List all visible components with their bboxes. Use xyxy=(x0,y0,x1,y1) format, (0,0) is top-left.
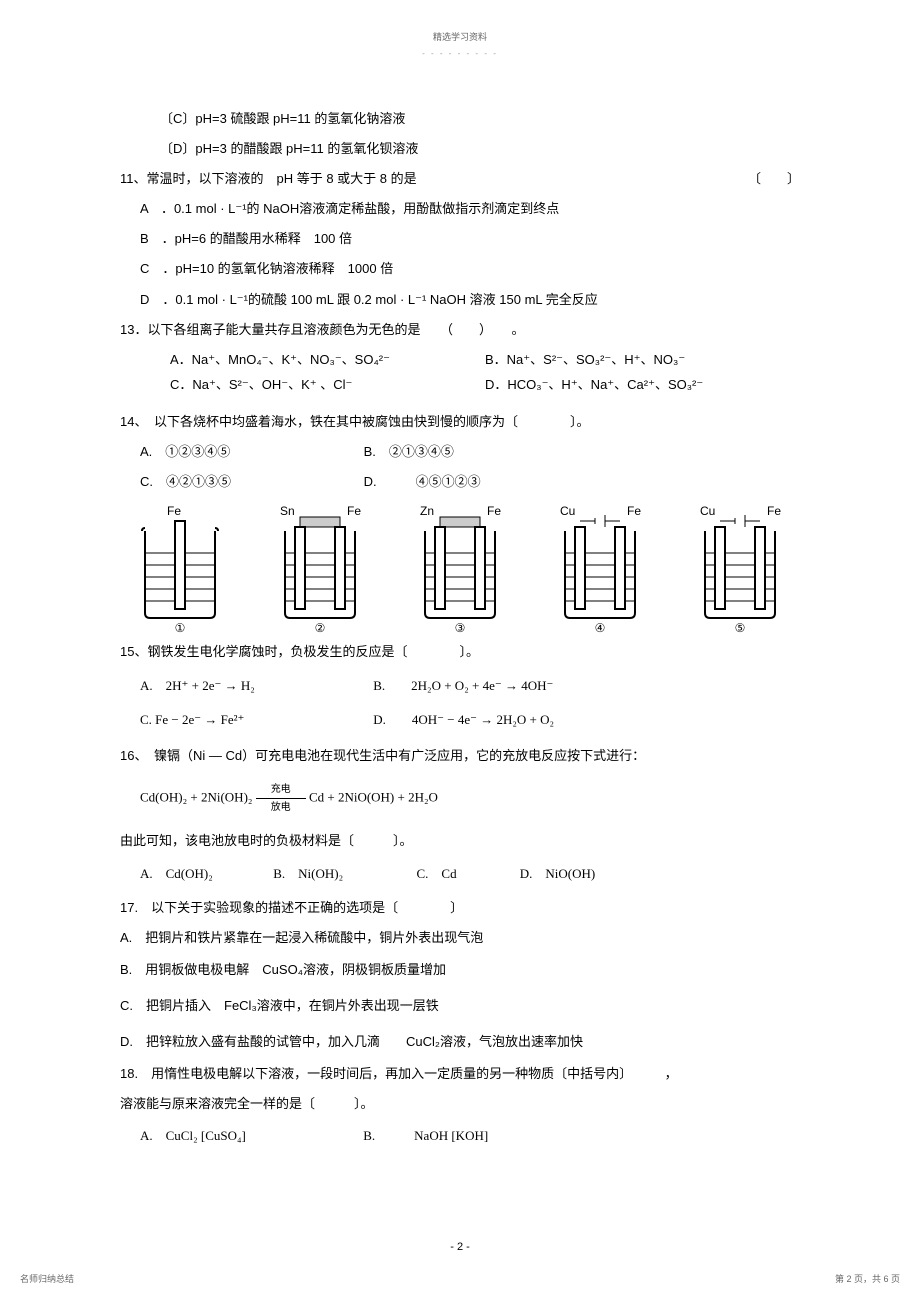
svg-text:Cu: Cu xyxy=(560,504,575,518)
q16-option-c: C. Cd xyxy=(417,863,517,885)
q16-option-d: D. NiO(OH) xyxy=(520,866,595,881)
svg-text:Fe: Fe xyxy=(347,504,361,518)
q14-row2: C. ④②①③⑤ D. ④⑤①②③ xyxy=(120,471,800,493)
beaker-row: Fe ① Sn Fe ② Zn F xyxy=(120,503,800,633)
q13-option-c: C．Na⁺、S²⁻、OH⁻、K⁺ 、Cl⁻ xyxy=(170,374,485,393)
q11-stem-text: 11、常温时，以下溶液的 pH 等于 8 或大于 8 的是 xyxy=(120,171,417,186)
q17-option-c: C. 把铜片插入 FeCl₃溶液中，在铜片外表出现一层铁 xyxy=(120,995,800,1017)
q17-stem: 17. 以下关于实验现象的描述不正确的选项是〔 〕 xyxy=(120,897,800,919)
q14-option-a: A. ①②③④⑤ xyxy=(140,441,360,463)
q16-option-a: A. Cd(OH)₂ xyxy=(140,863,270,885)
svg-text:Fe: Fe xyxy=(767,504,781,518)
svg-text:Fe: Fe xyxy=(627,504,641,518)
beaker-4-label: ④ xyxy=(545,621,655,635)
q11-option-a: A ．0.1 mol · L⁻¹的 NaOH溶液滴定稀盐酸，用酚酞做指示剂滴定到… xyxy=(120,198,800,220)
svg-text:Zn: Zn xyxy=(420,504,434,518)
q18-stem2: 溶液能与原来溶液完全一样的是〔 〕。 xyxy=(120,1093,800,1115)
q11-bracket: 〔 〕 xyxy=(748,168,800,190)
page-number: - 2 - xyxy=(0,1241,920,1253)
doc-header: 精选学习资料 xyxy=(120,30,800,43)
q11-option-d: D ．0.1 mol · L⁻¹的硫酸 100 mL 跟 0.2 mol · L… xyxy=(120,289,800,311)
q16-arrow-bot: 放电 xyxy=(256,799,306,816)
q10-option-c: 〔C〕pH=3 硫酸跟 pH=11 的氢氧化钠溶液 xyxy=(120,108,800,130)
q13-option-b: B．Na⁺、S²⁻、SO₃²⁻、H⁺、NO₃⁻ xyxy=(485,349,800,368)
q11-option-c: C ．pH=10 的氢氧化钠溶液稀释 1000 倍 xyxy=(120,258,800,280)
beaker-3: Zn Fe ③ xyxy=(405,503,515,633)
beaker-1-label: ① xyxy=(125,621,235,635)
q18-options: A. CuCl₂ [CuSO₄] B. NaOH [KOH] xyxy=(120,1125,800,1147)
q16-arrow: 充电 放电 xyxy=(256,781,306,816)
q16-arrow-top: 充电 xyxy=(256,781,306,799)
beaker-3-label: ③ xyxy=(405,621,515,635)
q11-stem: 11、常温时，以下溶液的 pH 等于 8 或大于 8 的是 〔 〕 xyxy=(120,168,800,190)
q17-option-d: D. 把锌粒放入盛有盐酸的试管中，加入几滴 CuCl₂溶液，气泡放出速率加快 xyxy=(120,1031,800,1053)
q11-option-b: B ．pH=6 的醋酸用水稀释 100 倍 xyxy=(120,228,800,250)
q16-equation: Cd(OH)₂ + 2Ni(OH)₂ 充电 放电 Cd + 2NiO(OH) +… xyxy=(120,781,800,816)
q17-option-b: B. 用铜板做电极电解 CuSO₄溶液，阴极铜板质量增加 xyxy=(120,959,800,981)
svg-text:Cu: Cu xyxy=(700,504,715,518)
q15-option-d: D. 4OH⁻ − 4e⁻ → 2H₂O + O₂ xyxy=(373,712,554,727)
q13-option-a: A．Na⁺、MnO₄⁻、K⁺、NO₃⁻、SO₄²⁻ xyxy=(170,349,485,368)
beaker-5-label: ⑤ xyxy=(685,621,795,635)
q17-option-a: A. 把铜片和铁片紧靠在一起浸入稀硫酸中，铜片外表出现气泡 xyxy=(120,927,800,949)
q14-stem: 14、 以下各烧杯中均盛着海水，铁在其中被腐蚀由快到慢的顺序为〔 〕。 xyxy=(120,411,800,433)
q15-row1: A. 2H⁺ + 2e⁻ → H₂ B. 2H₂O + O₂ + 4e⁻ → 4… xyxy=(120,675,800,697)
svg-text:Fe: Fe xyxy=(487,504,501,518)
q18-option-a: A. CuCl₂ [CuSO₄] xyxy=(140,1125,360,1147)
beaker-2: Sn Fe ② xyxy=(265,503,375,633)
svg-text:Sn: Sn xyxy=(280,504,295,518)
beaker-2-label: ② xyxy=(265,621,375,635)
q16-stem: 16、 镍镉（Ni — Cd）可充电电池在现代生活中有广泛应用，它的充放电反应按… xyxy=(120,745,800,767)
q16-stem2: 由此可知，该电池放电时的负极材料是〔 〕。 xyxy=(120,830,800,852)
q16-option-b: B. Ni(OH)₂ xyxy=(273,863,413,885)
q16-eq-left: Cd(OH)₂ + 2Ni(OH)₂ xyxy=(140,790,252,805)
q14-row1: A. ①②③④⑤ B. ②①③④⑤ xyxy=(120,441,800,463)
beaker-4: Cu Fe ④ xyxy=(545,503,655,633)
q14-option-c: C. ④②①③⑤ xyxy=(140,471,360,493)
q13-option-d: D．HCO₃⁻、H⁺、Na⁺、Ca²⁺、SO₃²⁻ xyxy=(485,374,800,393)
q18-stem: 18. 用惰性电极电解以下溶液，一段时间后，再加入一定质量的另一种物质〔中括号内… xyxy=(120,1063,800,1085)
q16-eq-right: Cd + 2NiO(OH) + 2H₂O xyxy=(309,790,438,805)
svg-text:Fe: Fe xyxy=(167,504,181,518)
q14-option-b: B. ②①③④⑤ xyxy=(364,444,454,459)
q15-option-b: B. 2H₂O + O₂ + 4e⁻ → 4OH⁻ xyxy=(373,678,553,693)
footer-right: 第 2 页，共 6 页 xyxy=(835,1272,900,1285)
q13-stem: 13．以下各组离子能大量共存且溶液颜色为无色的是 （ ） 。 xyxy=(120,319,800,341)
beaker-5: Cu Fe ⑤ xyxy=(685,503,795,633)
q15-option-c: C. Fe − 2e⁻ → Fe²⁺ xyxy=(140,709,370,731)
q18-option-b: B. NaOH [KOH] xyxy=(363,1128,488,1143)
q10-option-d: 〔D〕pH=3 的醋酸跟 pH=11 的氢氧化钡溶液 xyxy=(120,138,800,160)
q15-stem: 15、钢铁发生电化学腐蚀时，负极发生的反应是〔 〕。 xyxy=(120,641,800,663)
q15-option-a: A. 2H⁺ + 2e⁻ → H₂ xyxy=(140,675,370,697)
q15-row2: C. Fe − 2e⁻ → Fe²⁺ D. 4OH⁻ − 4e⁻ → 2H₂O … xyxy=(120,709,800,731)
footer-left: 名师归纳总结 xyxy=(20,1272,74,1285)
q14-option-d: D. ④⑤①②③ xyxy=(364,474,481,489)
q16-options: A. Cd(OH)₂ B. Ni(OH)₂ C. Cd D. NiO(OH) xyxy=(120,863,800,885)
doc-header-dots: - - - - - - - - - xyxy=(120,49,800,58)
beaker-1: Fe ① xyxy=(125,503,235,633)
